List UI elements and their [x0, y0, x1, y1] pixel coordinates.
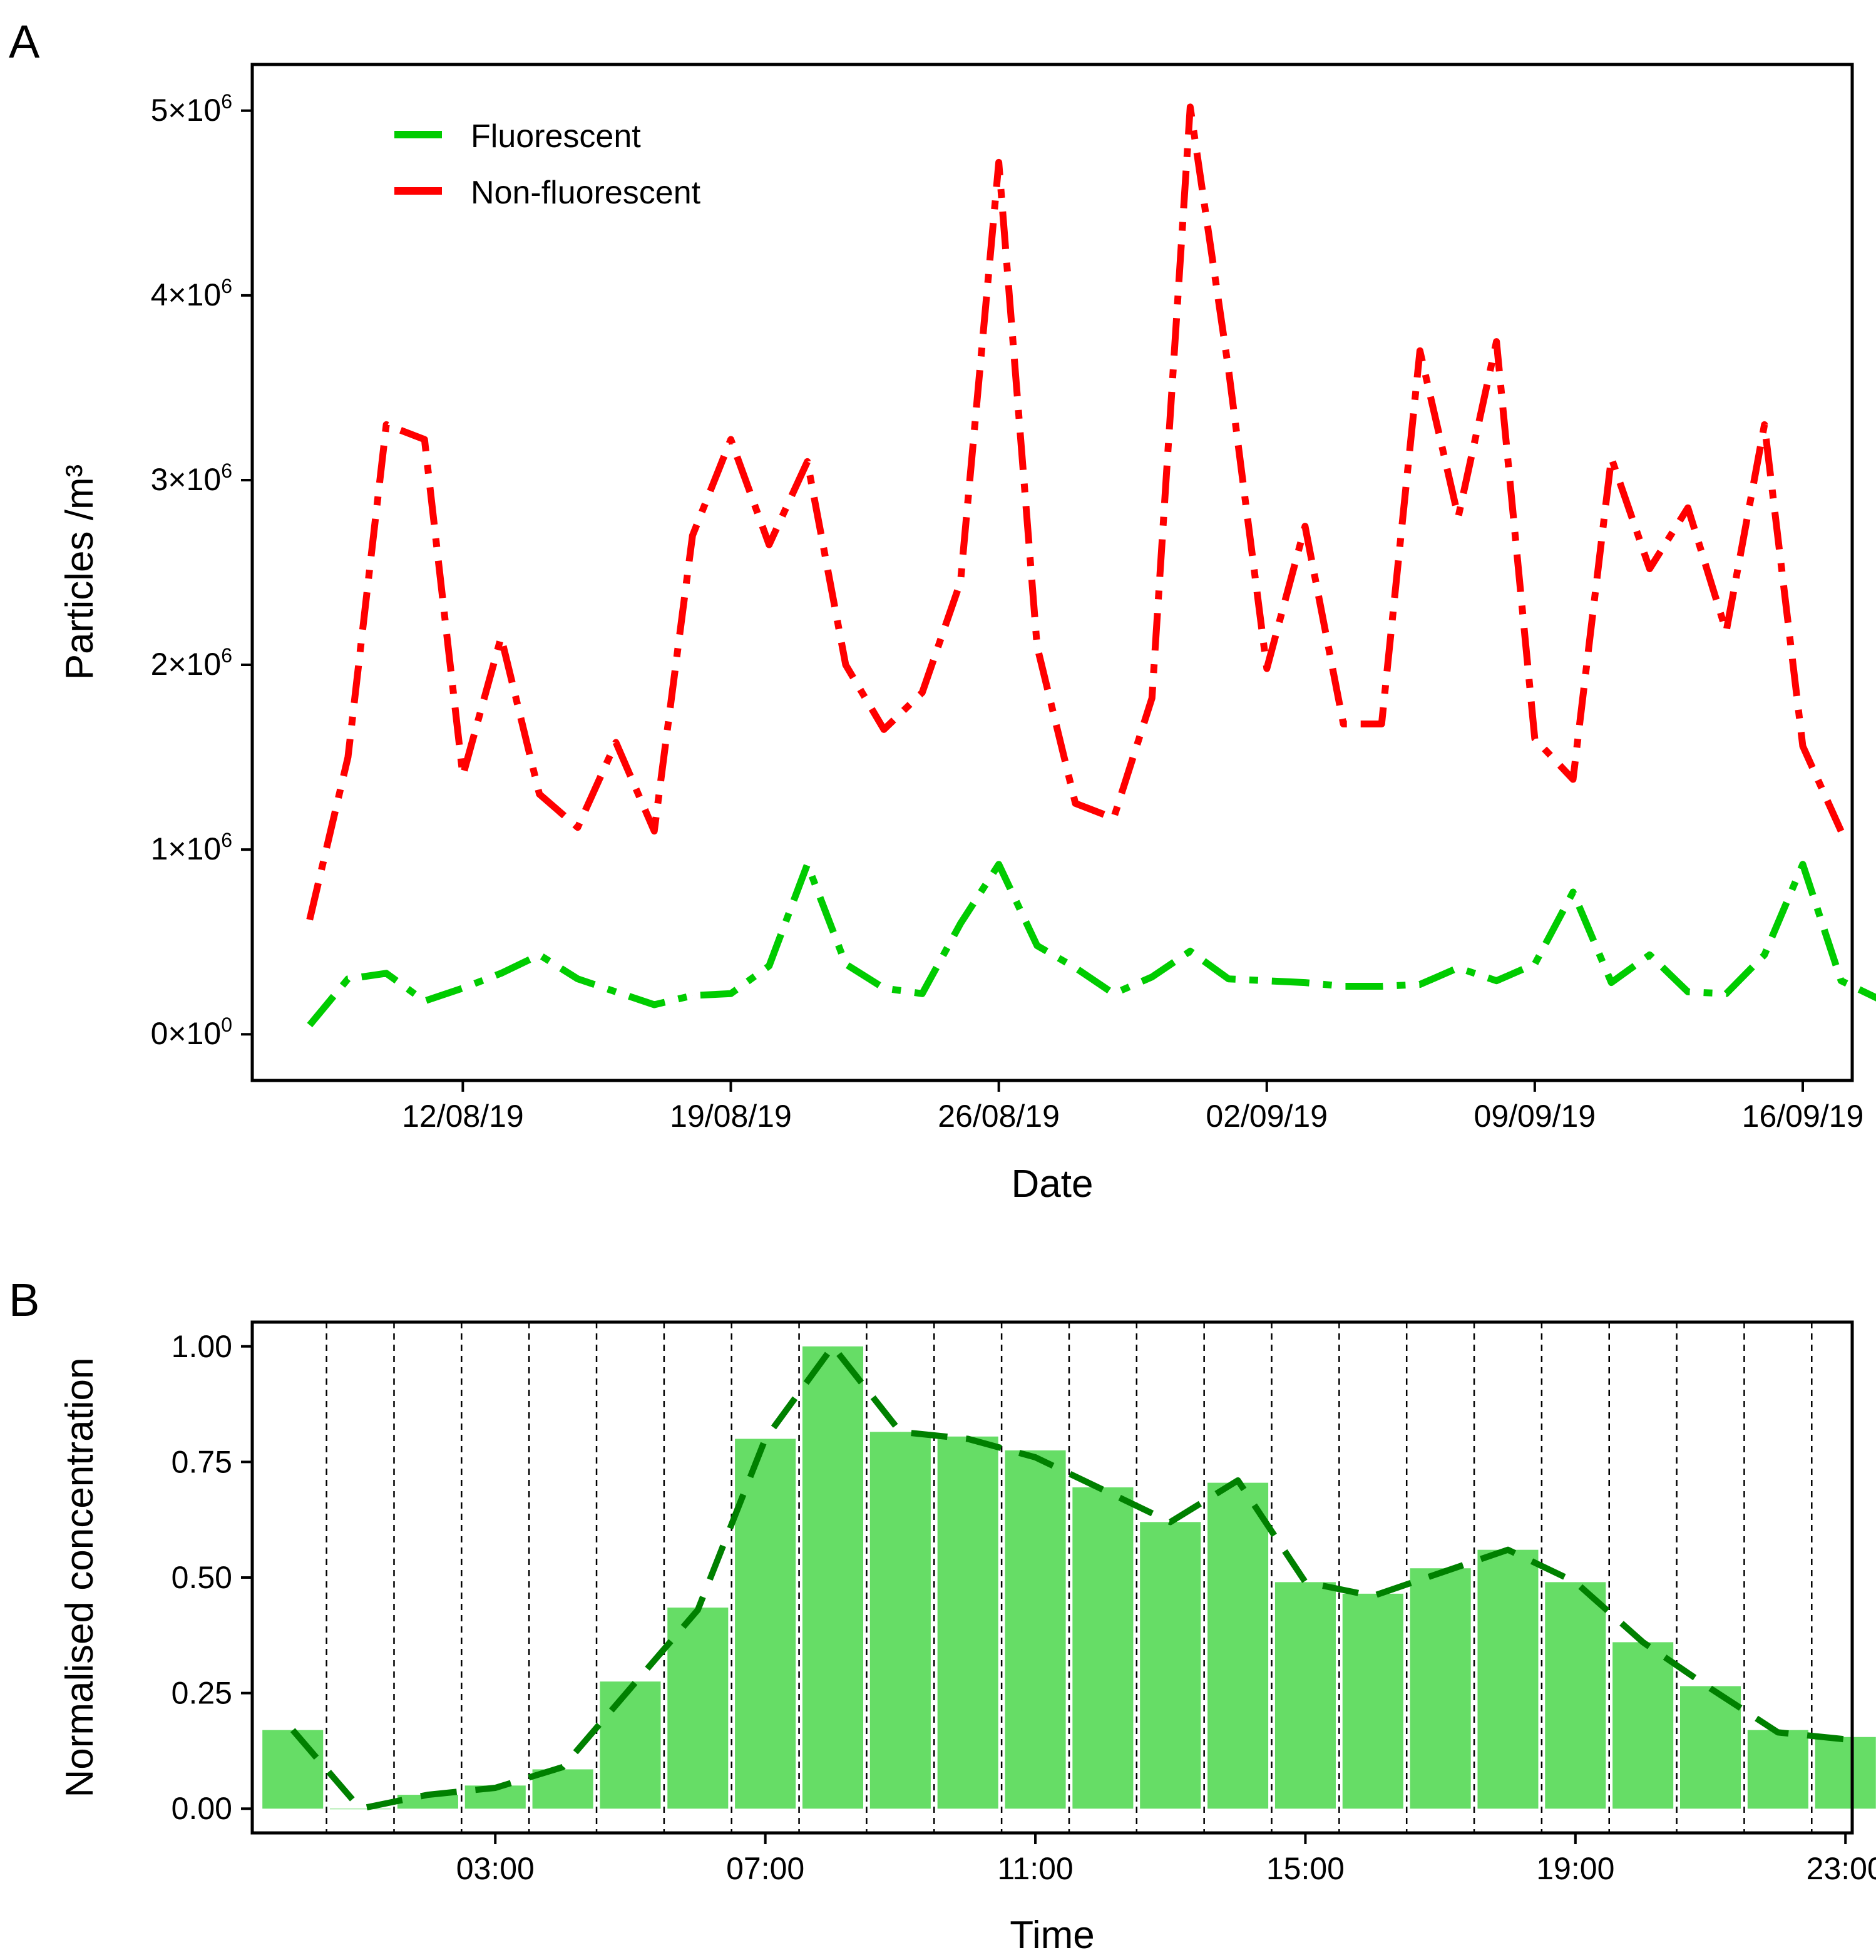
y-tick-label-0-00: 0.00: [172, 1791, 232, 1826]
panel-b-letter: B: [9, 1274, 39, 1326]
bar-20-00: [1612, 1642, 1674, 1809]
y-tick-label-1000000: 1×106: [151, 829, 232, 866]
panel-b-y-axis-title: Normalised concentration: [58, 1357, 101, 1797]
y-tick-label-4000000: 4×106: [151, 275, 232, 312]
trend-line-normalised: [290, 1343, 1846, 1812]
bar-00-00: [262, 1730, 324, 1809]
y-tick-label-5000000: 5×106: [151, 90, 232, 128]
bar-07-00: [735, 1439, 796, 1809]
bar-14-00: [1207, 1482, 1269, 1809]
bar-15-00: [1274, 1582, 1336, 1809]
y-tick-label-2000000: 2×106: [151, 644, 232, 682]
bar-19-00: [1545, 1582, 1606, 1809]
x-tick-label-26-08-19: 26/08/19: [938, 1099, 1060, 1134]
bar-17-00: [1410, 1568, 1471, 1809]
x-tick-label-16-09-19: 16/09/19: [1742, 1099, 1864, 1134]
y-tick-label-0-50: 0.50: [172, 1560, 232, 1595]
bar-12-00: [1072, 1487, 1134, 1809]
bar-09-00: [869, 1432, 931, 1809]
x-tick-label-02-09-19: 02/09/19: [1206, 1099, 1328, 1134]
bar-18-00: [1477, 1549, 1539, 1809]
panel-a-plot-frame: [250, 63, 1854, 1082]
panel-a-series: [306, 103, 1876, 1028]
bar-06-00: [667, 1608, 729, 1809]
panel-b-x-axis: 03:00 07:00 11:00 15:00 19:00 23:00: [456, 1833, 1876, 1886]
bar-10-00: [937, 1436, 998, 1809]
y-tick-label-3000000: 3×106: [151, 459, 232, 497]
x-tick-label-11-00: 11:00: [997, 1851, 1073, 1886]
legend-label-fluorescent: Fluorescent: [471, 118, 641, 155]
x-tick-label-19-00: 19:00: [1536, 1851, 1614, 1886]
legend-label-non-fluorescent: Non-fluorescent: [471, 175, 701, 211]
x-tick-label-12-08-19: 12/08/19: [402, 1099, 524, 1134]
y-tick-label-0-25: 0.25: [172, 1676, 232, 1711]
y-tick-label-0-75: 0.75: [172, 1444, 232, 1479]
panel-a-y-axis: 0×100 1×106 2×106 3×106 4×106 5×106: [151, 90, 252, 1051]
bar-23-00: [1815, 1737, 1876, 1809]
bar-11-00: [1005, 1450, 1066, 1809]
panel-b-trend-line: [290, 1343, 1846, 1812]
x-tick-label-09-09-19: 09/09/19: [1474, 1099, 1596, 1134]
panel-b-gridlines: [325, 1322, 1813, 1833]
panel-a: A 0×100 1×106 2×106 3×106 4×106 5×106 12/08/1…: [9, 16, 1876, 1206]
bar-22-00: [1747, 1730, 1808, 1809]
panel-b-bars: [262, 1346, 1876, 1810]
panel-b: B 0.00 0.25 0.50 0.75 1.00 03:00 07:00 11:00 15…: [9, 1274, 1876, 1957]
bar-13-00: [1140, 1522, 1201, 1809]
panel-a-legend: Fluorescent Non-fluorescent: [394, 118, 701, 211]
panel-b-y-axis: 0.00 0.25 0.50 0.75 1.00: [172, 1329, 252, 1826]
panel-b-x-axis-title: Time: [1010, 1914, 1094, 1957]
panel-a-x-axis: 12/08/19 19/08/19 26/08/19 02/09/19 09/09/19…: [402, 1080, 1863, 1134]
bar-08-00: [802, 1346, 864, 1809]
x-tick-label-19-08-19: 19/08/19: [670, 1099, 792, 1134]
panel-a-x-axis-title: Date: [1012, 1162, 1094, 1206]
panel-a-letter: A: [9, 16, 40, 68]
x-tick-label-03-00: 03:00: [456, 1851, 535, 1886]
panel-a-y-axis-title: Particles /m³: [58, 464, 101, 680]
x-tick-label-23-00: 23:00: [1807, 1851, 1876, 1886]
bar-16-00: [1342, 1593, 1403, 1809]
y-tick-label-1-00: 1.00: [172, 1329, 232, 1364]
bar-05-00: [600, 1681, 661, 1809]
x-tick-label-15-00: 15:00: [1266, 1851, 1345, 1886]
series-line-fluorescent: [307, 861, 1876, 1028]
bar-21-00: [1679, 1686, 1741, 1809]
x-tick-label-07-00: 07:00: [726, 1851, 804, 1886]
y-tick-label-0: 0×100: [151, 1013, 232, 1051]
bar-02-00: [397, 1795, 458, 1809]
